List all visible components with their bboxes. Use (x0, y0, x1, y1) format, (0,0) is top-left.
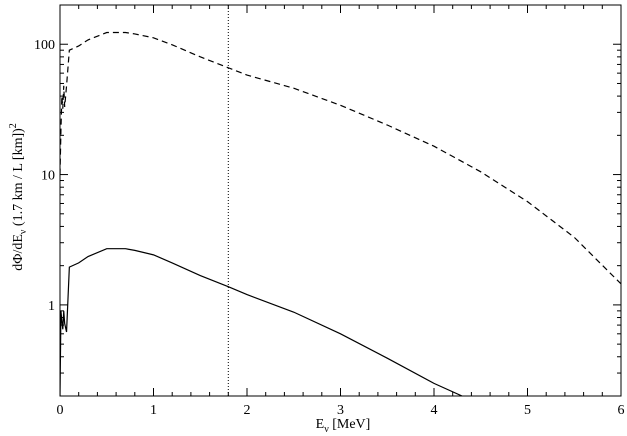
plot-clip-group (60, 5, 621, 396)
x-axis-label-unit: [MeV] (329, 417, 371, 432)
axis-layer: 0 1 2 3 4 5 6 1 10 100 (34, 4, 625, 418)
x-axis-label-main: E (316, 417, 325, 432)
y-tick-label: 10 (41, 169, 55, 184)
x-tick-label: 5 (524, 403, 531, 418)
y-axis-label-subscript: ν (18, 229, 29, 234)
y-tick-label: 100 (34, 38, 55, 53)
x-tick-label: 0 (57, 403, 64, 418)
y-axis-label-middle: (1.7 km / L [km]) (11, 128, 26, 230)
x-axis-label: Eν [MeV] (316, 417, 371, 435)
dashed-series-line (60, 31, 621, 285)
x-tick-label: 3 (337, 403, 344, 418)
y-tick-label: 1 (48, 299, 55, 314)
solid-series-line (60, 248, 463, 396)
x-tick-label: 1 (150, 403, 157, 418)
y-axis-label-main: dΦ/dE (11, 234, 26, 271)
x-axis-label-subscript: ν (324, 424, 329, 435)
plot-layer (60, 5, 621, 396)
x-tick-label: 6 (618, 403, 625, 418)
y-axis-label-superscript: 2 (8, 123, 19, 128)
y-axis-label: dΦ/dEν (1.7 km / L [km])2 (8, 123, 29, 271)
plot-frame (59, 4, 622, 397)
x-tick-label: 4 (431, 403, 438, 418)
x-tick-label: 2 (244, 403, 251, 418)
